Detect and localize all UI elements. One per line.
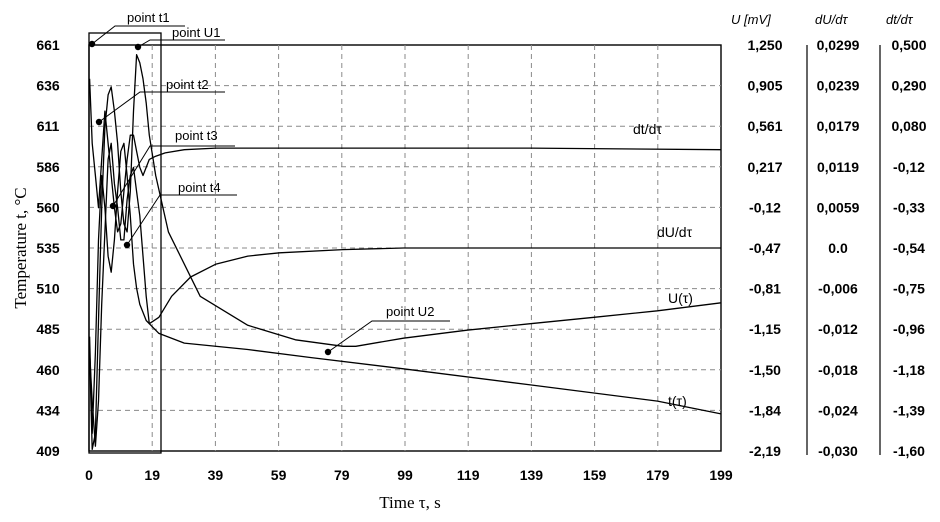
right-axis-tick-label: -1,15 [749, 321, 781, 337]
x-tick-label: 0 [85, 467, 93, 483]
right-axis-tick-label: -2,19 [749, 443, 781, 459]
du-axis-title: dU/dτ [815, 12, 848, 27]
right-axis-tick-label: 0,080 [891, 118, 926, 134]
right-axis-tick-label: -1,39 [893, 402, 925, 418]
right-axis-tick-label: -1,60 [893, 443, 925, 459]
marker-point-u2 [324, 348, 332, 356]
right-axis-tick-label: -1,84 [749, 402, 781, 418]
y-tick-label: 409 [36, 443, 60, 459]
transient-box [88, 32, 162, 454]
right-axis-tick-label: -1,18 [893, 362, 925, 378]
x-tick-label: 99 [397, 467, 413, 483]
y-axis-title: Temperature t, °C [11, 187, 30, 308]
right-axis-tick-label: -0,81 [749, 281, 781, 297]
dt-axis-title: dt/dτ [886, 12, 914, 27]
marker-point-t4 [123, 241, 131, 249]
annotation-markers [88, 40, 332, 356]
x-axis-title: Time τ, s [379, 493, 440, 512]
right-axis-tick-label: 0,500 [891, 37, 926, 53]
x-tick-label: 159 [583, 467, 607, 483]
y-tick-label: 611 [37, 118, 60, 134]
right-axis-tick-label: 0,905 [747, 78, 782, 94]
label-point-t1: point t1 [127, 10, 170, 25]
annotation-leaders [91, 25, 450, 353]
right-axis-tick-label: -0,012 [818, 321, 858, 337]
right-axis-tick-label: 0,290 [891, 78, 926, 94]
label-dt-dtau: dt/dτ [633, 121, 662, 137]
right-axis-tick-label: 0,0179 [817, 118, 860, 134]
x-tick-label: 179 [646, 467, 670, 483]
right-axis-tick-label: -0,96 [893, 321, 925, 337]
marker-point-t1 [88, 40, 96, 48]
dt-dtau-line [88, 78, 722, 233]
y-tick-label: 434 [36, 402, 60, 418]
x-tick-label: 19 [144, 467, 160, 483]
right-axis-tick-label: 0,0119 [817, 159, 859, 175]
y-tick-label: 661 [36, 37, 60, 53]
label-point-t3: point t3 [175, 128, 218, 143]
right-axis-tick-label: 0,561 [747, 118, 782, 134]
y-tick-label: 636 [36, 78, 60, 94]
right-axis-tick-label: -0,024 [818, 402, 858, 418]
marker-point-t2 [95, 118, 103, 126]
x-tick-label: 59 [271, 467, 287, 483]
y-tick-labels: 409 434 460 485 510 535 560 586 611 636 661 [36, 37, 60, 459]
label-t-tau: t(τ) [668, 393, 687, 409]
right-axis-tick-label: -0,33 [893, 199, 925, 215]
x-tick-label: 199 [709, 467, 733, 483]
label-u-tau: U(τ) [668, 290, 693, 306]
t-tau-line [88, 142, 722, 447]
right-axis-tick-label: -0,75 [893, 281, 925, 297]
marker-point-t3 [109, 202, 117, 210]
right-axis-tick-label: -0,12 [749, 199, 781, 215]
y-tick-label: 560 [36, 199, 60, 215]
label-du-dtau: dU/dτ [657, 224, 693, 240]
right-axes: 1,250 0,905 0,561 0,217 -0,12 -0,47 -0,81 -1,15… [747, 37, 926, 459]
right-axis-tick-label: -0,030 [818, 443, 858, 459]
y-tick-label: 535 [36, 240, 60, 256]
label-point-u2: point U2 [386, 304, 434, 319]
right-axis-tick-label: 0.0 [828, 240, 848, 256]
right-axis-tick-label: -0,54 [893, 240, 925, 256]
label-point-t2: point t2 [166, 77, 209, 92]
x-tick-labels: 0 19 39 59 79 99 119 139 159 179 199 [85, 467, 733, 483]
x-tick-label: 79 [334, 467, 350, 483]
right-axis-tick-label: -0,47 [749, 240, 781, 256]
label-point-u1: point U1 [172, 25, 220, 40]
right-axis-tick-label: -0,018 [818, 362, 858, 378]
y-tick-label: 586 [36, 159, 60, 175]
label-point-t4: point t4 [178, 180, 221, 195]
x-tick-label: 139 [520, 467, 544, 483]
x-tick-label: 119 [457, 467, 480, 483]
y-tick-label: 485 [36, 321, 60, 337]
right-axis-tick-label: 0,0059 [817, 199, 860, 215]
y-tick-label: 460 [36, 362, 60, 378]
x-tick-label: 39 [208, 467, 224, 483]
right-axis-tick-label: 0,217 [747, 159, 782, 175]
right-axis-tick-label: -0,006 [818, 281, 858, 297]
right-axis-tick-label: 0,0239 [817, 78, 860, 94]
right-axis-tick-label: -0,12 [893, 159, 925, 175]
right-axis-tick-label: 0,0299 [817, 37, 860, 53]
du-dtau-line [88, 142, 721, 434]
marker-point-u1 [134, 43, 142, 51]
y-tick-label: 510 [36, 281, 60, 297]
right-axis-tick-label: 1,250 [747, 37, 782, 53]
u-axis-title: U [mV] [731, 12, 771, 27]
right-axis-tick-label: -1,50 [749, 362, 781, 378]
